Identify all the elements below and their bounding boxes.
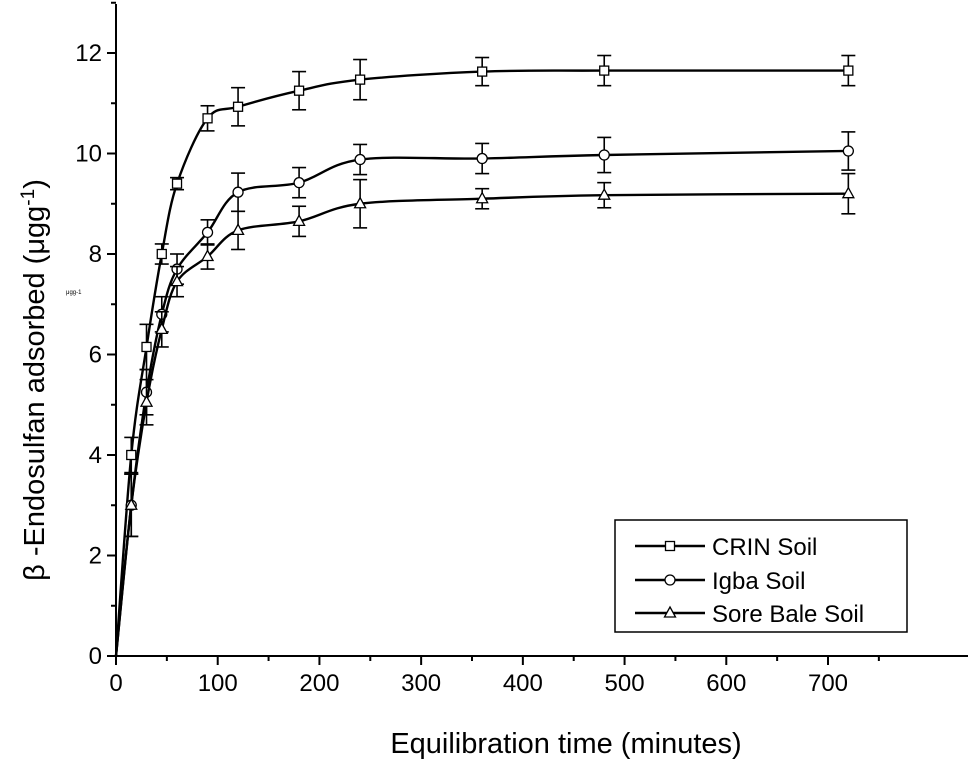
legend-label-crin: CRIN Soil [712,534,817,561]
data-point [598,149,610,161]
y-tick-label: 6 [89,342,102,369]
data-point [170,274,184,287]
y-tick-label: 10 [75,141,102,168]
x-tick-label: 200 [299,670,339,697]
data-point [201,226,214,239]
y-axis-title-superscript: -1 [18,189,39,206]
data-point [139,394,154,407]
x-tick-label: 300 [401,670,441,697]
y-axis-title-main: β -Endosulfan adsorbed (μgg [19,206,51,581]
data-point [293,176,305,189]
data-point [200,249,215,262]
legend-label-igba: Igba Soil [712,568,805,595]
y-axis-title-close: ) [19,179,51,189]
x-tick-label: 600 [706,670,746,697]
data-point [171,178,183,189]
legend-marker-triangle [663,605,677,618]
data-point [292,213,306,226]
data-point [231,223,245,236]
y-tick-label: 12 [75,40,102,67]
data-point [476,152,488,165]
series-line [114,69,849,657]
series-square [114,54,856,657]
series-triangle [114,172,856,657]
data-point [155,322,169,335]
data-point [354,153,366,166]
y-tick-label: 4 [89,442,102,469]
y-tick-label: 8 [89,241,102,268]
legend-marker-square [664,540,676,552]
x-tick-label: 700 [808,670,848,697]
x-axis-title: Equilibration time (minutes) [390,728,741,760]
x-tick-label: 400 [503,670,543,697]
x-tick-label: 100 [198,670,238,697]
x-tick-label: 0 [109,670,122,697]
x-tick-label: 500 [605,670,645,697]
data-point [156,248,167,260]
legend-marker-circle [664,574,676,586]
data-point [353,196,367,209]
data-point [842,145,854,157]
axes: 0 100 200 300 400 500 600 700 0 2 4 6 8 10 12 [75,1,968,697]
data-point [202,113,213,124]
y-axis-title: β -Endosulfan adsorbed (μgg-1) [18,179,51,581]
data-point [232,101,244,112]
data-point [475,191,489,204]
data-point [843,65,854,76]
legend-label-sore-bale: Sore Bale Soil [712,601,864,628]
stray-unit-label: μgg-1 [66,290,82,296]
y-tick-label: 2 [89,543,102,570]
y-tick-label: 0 [89,643,102,670]
data-point [841,186,855,199]
data-point [293,85,305,96]
data-point [124,497,138,510]
series-layer [114,54,856,657]
legend: CRIN Soil Igba Soil Sore Bale Soil [614,519,908,633]
data-point [599,65,610,76]
data-point [126,449,137,461]
data-point [597,187,611,200]
data-point [141,341,152,353]
data-point [232,186,244,198]
data-point [354,74,366,85]
data-point [477,66,488,77]
